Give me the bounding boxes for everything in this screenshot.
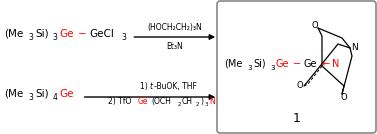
- Text: (OCH: (OCH: [152, 97, 172, 106]
- Text: N: N: [209, 97, 215, 106]
- Text: 1: 1: [293, 112, 300, 125]
- Text: Et₃N: Et₃N: [166, 42, 183, 51]
- Text: (Me: (Me: [4, 89, 23, 99]
- Text: 3: 3: [29, 33, 34, 42]
- Text: 2: 2: [196, 102, 199, 107]
- Text: 3: 3: [29, 93, 34, 102]
- Text: (Me: (Me: [4, 29, 23, 39]
- Text: (HOCH₂CH₂)₃N: (HOCH₂CH₂)₃N: [147, 23, 202, 32]
- Text: O: O: [297, 81, 303, 90]
- Text: 2) TfO: 2) TfO: [108, 97, 131, 106]
- Text: 3: 3: [270, 64, 274, 70]
- Text: Ge: Ge: [304, 59, 317, 69]
- Text: Ge: Ge: [59, 29, 74, 39]
- Text: 2: 2: [177, 102, 181, 107]
- FancyBboxPatch shape: [217, 1, 376, 133]
- Text: Ge: Ge: [59, 89, 74, 99]
- Text: N: N: [332, 59, 339, 69]
- Text: Si): Si): [35, 29, 49, 39]
- Text: ): ): [201, 97, 204, 106]
- Text: O: O: [312, 21, 318, 31]
- Text: 3: 3: [53, 33, 58, 42]
- Text: Ge: Ge: [138, 97, 149, 106]
- Text: CH: CH: [182, 97, 193, 106]
- Text: N: N: [352, 44, 359, 53]
- Text: 3: 3: [248, 64, 252, 70]
- Text: Si): Si): [35, 89, 49, 99]
- Text: GeCl: GeCl: [89, 29, 114, 39]
- Text: 4: 4: [53, 93, 58, 102]
- Text: −: −: [78, 29, 86, 39]
- Text: ←: ←: [321, 59, 329, 69]
- Text: Ge: Ge: [276, 59, 290, 69]
- Text: -BuOK, THF: -BuOK, THF: [154, 82, 196, 91]
- Text: O: O: [341, 94, 347, 103]
- Text: (Me: (Me: [224, 59, 242, 69]
- Text: t: t: [150, 82, 153, 91]
- Text: −: −: [293, 59, 302, 69]
- Text: 3: 3: [204, 102, 208, 107]
- Text: 3: 3: [121, 33, 126, 42]
- Text: 1): 1): [140, 82, 150, 91]
- Text: Si): Si): [254, 59, 266, 69]
